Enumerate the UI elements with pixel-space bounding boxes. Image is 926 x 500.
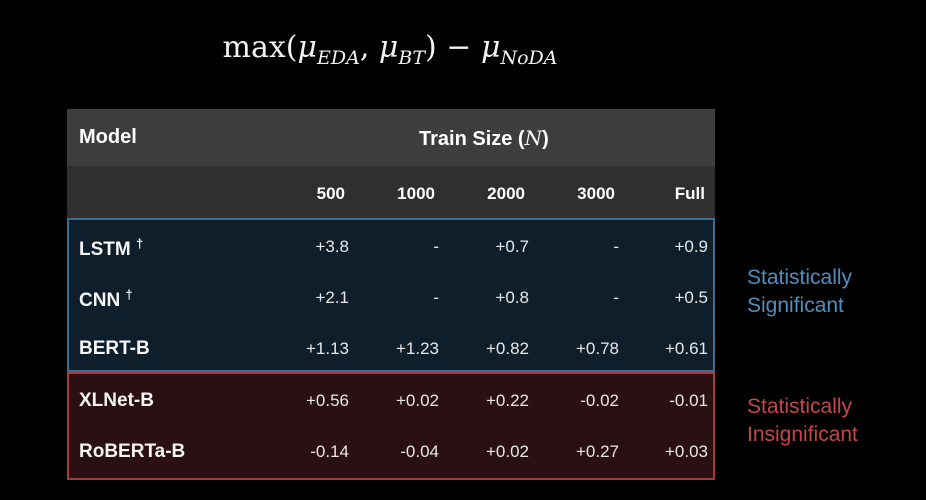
model-header: Model: [79, 126, 137, 148]
formula-prefix: max(: [222, 30, 298, 65]
table-cell: -: [433, 237, 439, 256]
table-cell: -0.14: [310, 442, 349, 461]
insignificant-label-line2: Insignificant: [747, 423, 858, 446]
formula-sub-bt: BT: [398, 47, 426, 69]
significant-label: Statistically Significant: [747, 264, 852, 320]
significant-label-line1: Statistically: [747, 266, 853, 289]
model-name: LSTM †: [79, 236, 143, 261]
table-cell: +0.56: [305, 391, 349, 410]
table-cell: +0.27: [575, 442, 619, 461]
table-cell: +0.02: [485, 442, 529, 461]
table-cell: -0.02: [580, 391, 619, 410]
formula-mu-1: μ: [297, 30, 317, 65]
table-header-row: Model Train Size (N): [67, 109, 715, 166]
table-cell: -0.04: [400, 442, 439, 461]
train-size-header: Train Size (N): [419, 126, 549, 150]
table-cell: +0.8: [495, 288, 529, 307]
table-cell: -0.01: [669, 391, 708, 410]
model-name: BERT-B: [79, 338, 150, 359]
train-size-label: Train Size: [419, 128, 513, 150]
insignificant-group: XLNet-B +0.56 +0.02 +0.22 -0.02 -0.01 Ro…: [67, 372, 715, 480]
table-cell: -: [613, 288, 619, 307]
table-cell: +2.1: [315, 288, 349, 307]
column-header: 3000: [577, 184, 615, 203]
table-cell: +0.02: [395, 391, 439, 410]
table-cell: +0.22: [485, 391, 529, 410]
insignificant-label: Statistically Insignificant: [747, 393, 858, 449]
insignificant-label-line1: Statistically: [747, 395, 853, 418]
model-name-text: LSTM: [79, 239, 131, 260]
table-cell: +0.82: [485, 339, 529, 358]
table-cell: +0.7: [495, 237, 529, 256]
column-header: 2000: [487, 184, 525, 203]
formula-sub-noda: NoDA: [500, 47, 558, 69]
table-cell: +3.8: [315, 237, 349, 256]
table-row: LSTM † +3.8 - +0.7 - +0.9: [69, 220, 713, 271]
dagger-mark: †: [125, 287, 133, 302]
model-name: CNN †: [79, 287, 133, 312]
table-cell: +0.78: [575, 339, 619, 358]
table-row: CNN † +2.1 - +0.8 - +0.5: [69, 271, 713, 322]
table-cell: -: [613, 237, 619, 256]
model-name: RoBERTa-B: [79, 441, 186, 462]
table-row: BERT-B +1.13 +1.23 +0.82 +0.78 +0.61: [69, 322, 713, 373]
significant-label-line2: Significant: [747, 294, 844, 317]
table-cell: +0.61: [664, 339, 708, 358]
formula-mu-3: μ: [480, 30, 501, 65]
column-header: Full: [674, 184, 705, 203]
column-header-row: 500 1000 2000 3000 Full: [67, 166, 715, 218]
table-cell: -: [433, 288, 439, 307]
significant-group: LSTM † +3.8 - +0.7 - +0.9 CNN † +2.1 - +…: [67, 218, 715, 372]
formula-mid: ) −: [425, 30, 481, 65]
formula-title: max(μEDA, μBT) − μNoDA: [0, 30, 780, 69]
model-name: XLNet-B: [79, 390, 154, 411]
formula-sub-eda: EDA: [316, 47, 360, 69]
table-cell: +0.5: [674, 288, 708, 307]
table-row: RoBERTa-B -0.14 -0.04 +0.02 +0.27 +0.03: [69, 425, 713, 476]
table-cell: +1.13: [305, 339, 349, 358]
formula-mu-2: μ: [378, 30, 399, 65]
column-header: 1000: [397, 184, 435, 203]
model-name-text: CNN: [79, 290, 121, 311]
table-cell: +0.03: [664, 442, 708, 461]
dagger-mark: †: [136, 236, 144, 251]
results-table: Model Train Size (N) 500 1000 2000 3000 …: [67, 109, 715, 480]
train-size-symbol: N: [524, 126, 543, 150]
table-cell: +0.9: [674, 237, 708, 256]
table-row: XLNet-B +0.56 +0.02 +0.22 -0.02 -0.01: [69, 374, 713, 425]
formula-sep: ,: [359, 30, 379, 65]
table-cell: +1.23: [395, 339, 439, 358]
column-header: 500: [316, 184, 345, 203]
